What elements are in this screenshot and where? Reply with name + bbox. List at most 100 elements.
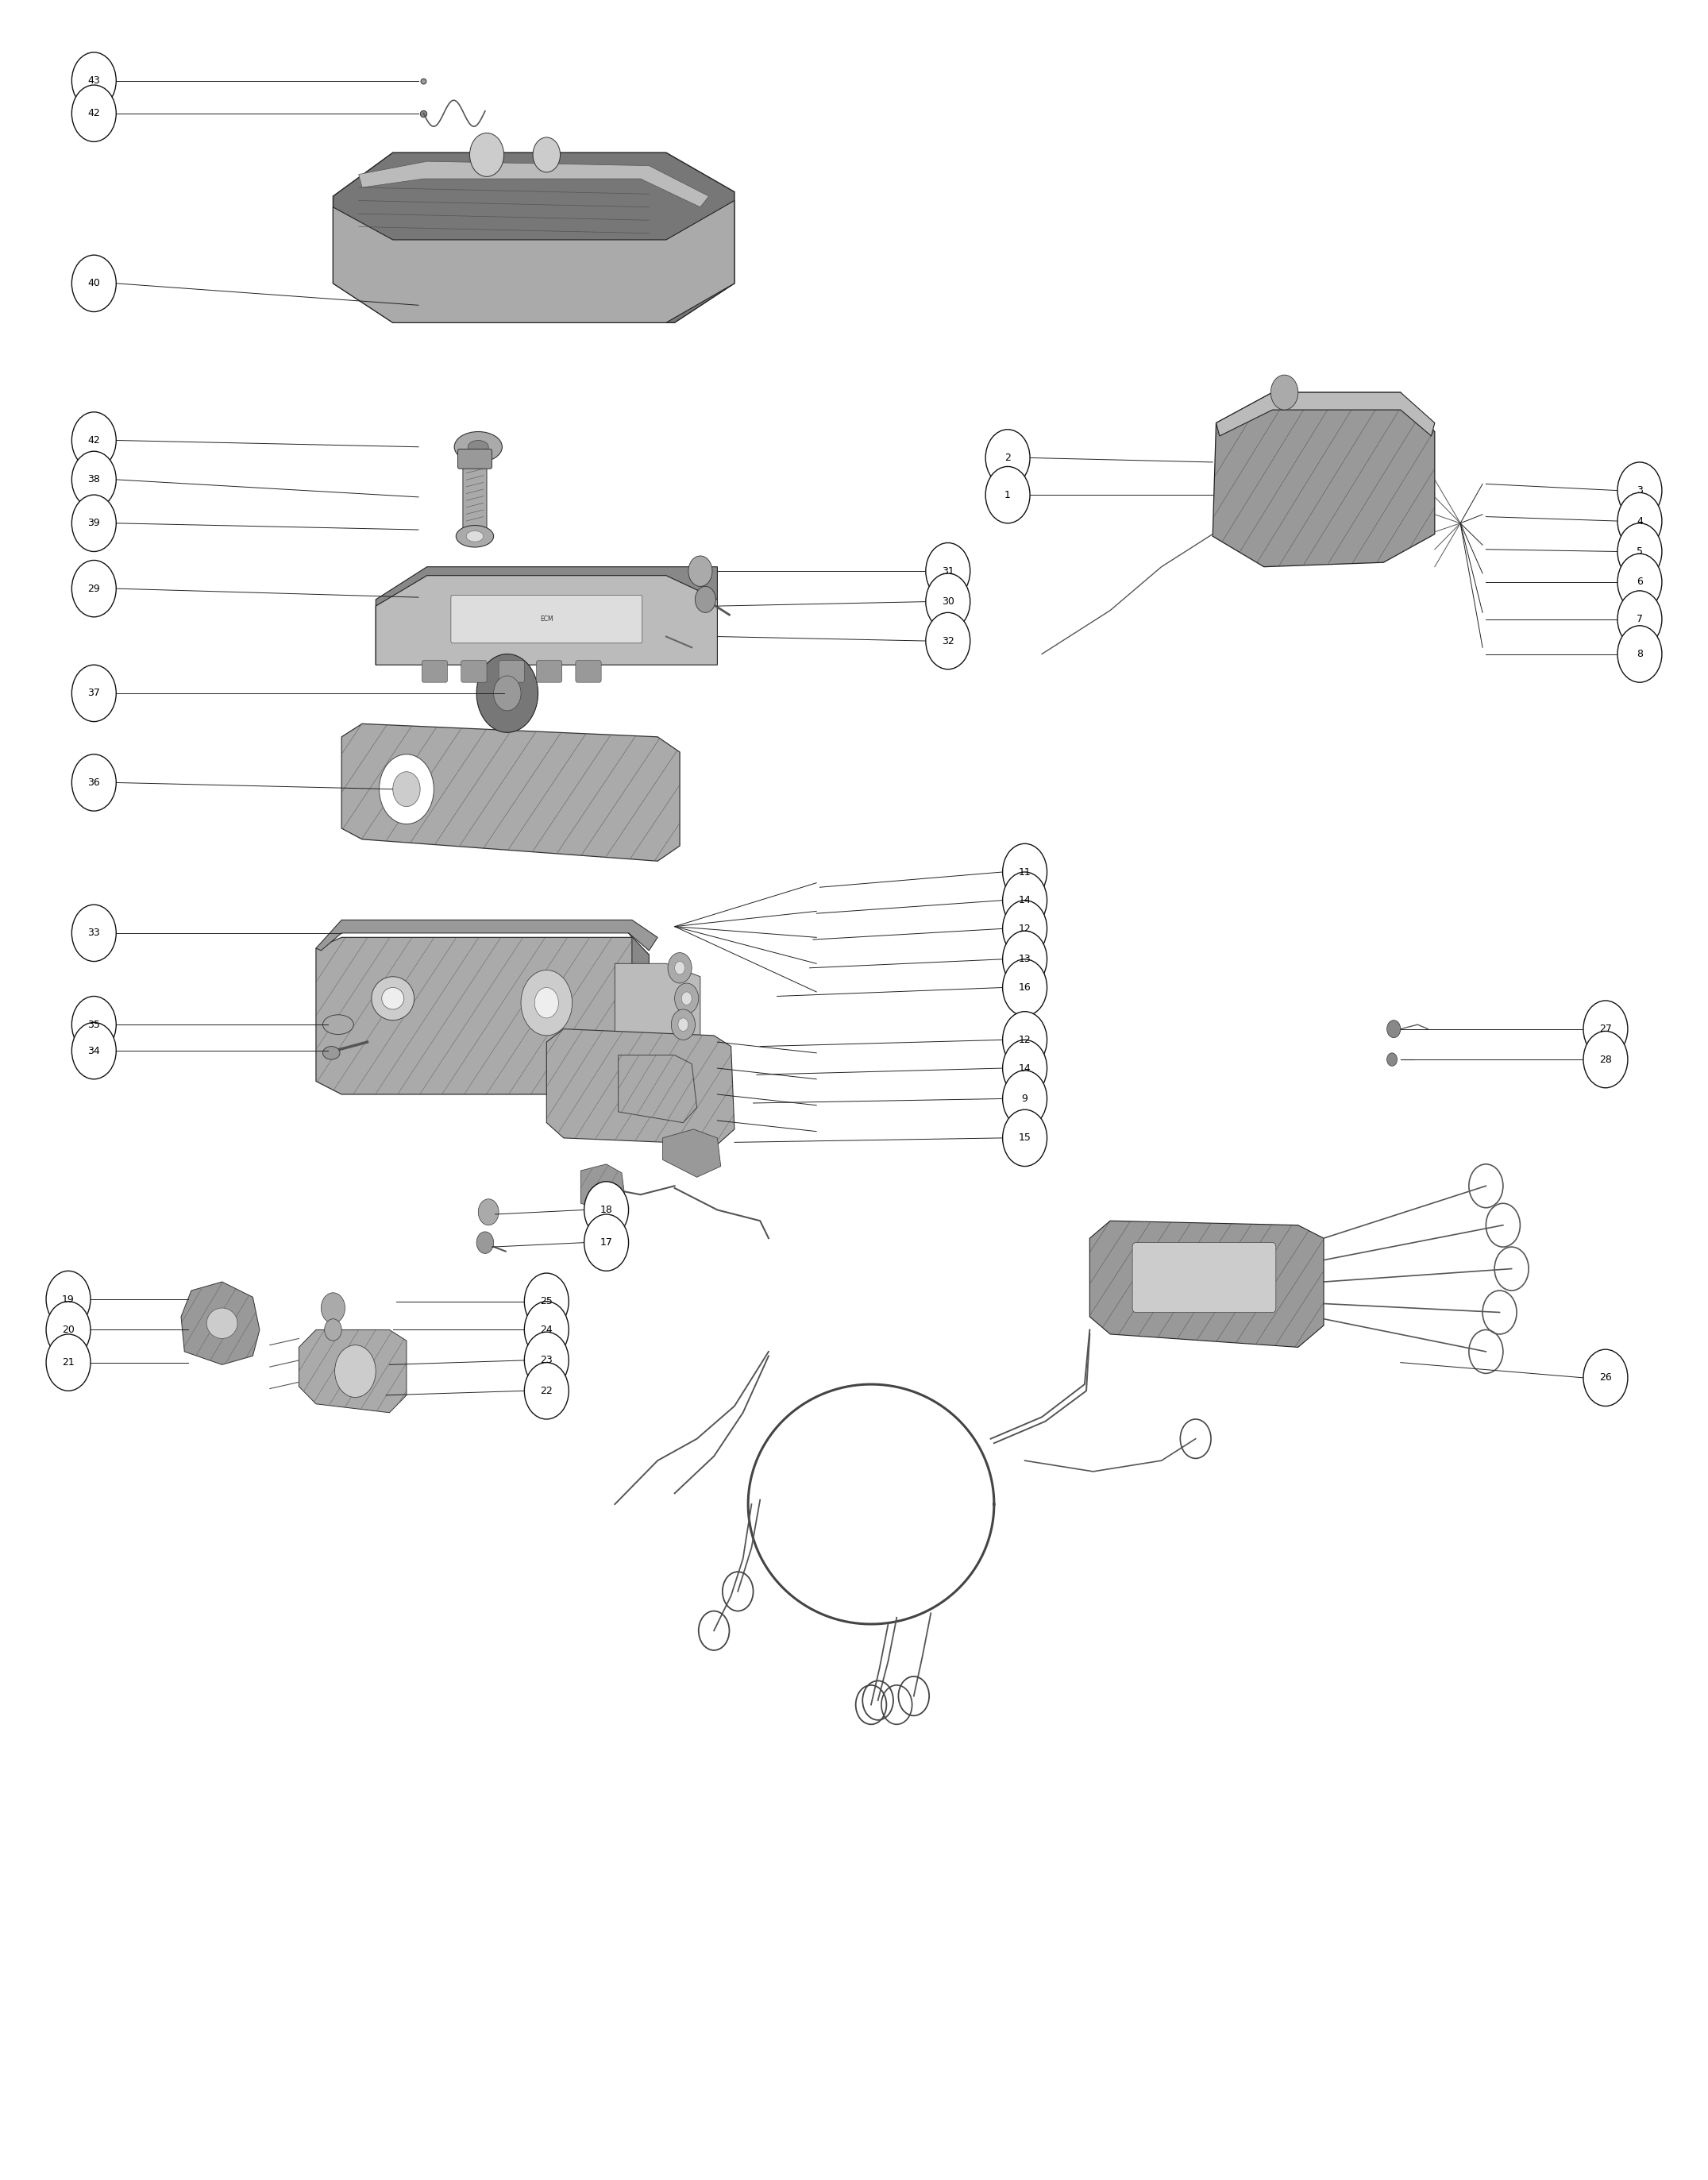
- Circle shape: [521, 970, 572, 1036]
- Text: 29: 29: [87, 584, 101, 593]
- Ellipse shape: [372, 977, 415, 1020]
- Circle shape: [72, 754, 116, 811]
- Circle shape: [72, 412, 116, 469]
- Polygon shape: [376, 576, 717, 665]
- Circle shape: [477, 1232, 494, 1254]
- Text: 14: 14: [1018, 896, 1032, 905]
- Circle shape: [524, 1332, 569, 1389]
- Text: 30: 30: [941, 597, 955, 606]
- Circle shape: [1003, 844, 1047, 900]
- Text: 1: 1: [1004, 490, 1011, 499]
- Circle shape: [926, 573, 970, 630]
- Polygon shape: [342, 724, 680, 861]
- FancyBboxPatch shape: [461, 661, 487, 682]
- Circle shape: [535, 988, 559, 1018]
- Circle shape: [668, 953, 692, 983]
- Circle shape: [1003, 1070, 1047, 1127]
- Circle shape: [72, 85, 116, 142]
- Polygon shape: [316, 920, 658, 950]
- Polygon shape: [181, 1282, 260, 1365]
- Text: 31: 31: [941, 567, 955, 576]
- Text: 25: 25: [540, 1297, 553, 1306]
- Ellipse shape: [383, 988, 403, 1009]
- Circle shape: [1583, 1001, 1628, 1057]
- Circle shape: [1003, 872, 1047, 929]
- Circle shape: [675, 983, 699, 1014]
- Circle shape: [335, 1345, 376, 1397]
- Text: 19: 19: [61, 1295, 75, 1304]
- Circle shape: [72, 560, 116, 617]
- Circle shape: [46, 1271, 91, 1328]
- Text: 20: 20: [61, 1325, 75, 1334]
- FancyBboxPatch shape: [463, 464, 487, 530]
- Circle shape: [379, 754, 434, 824]
- Circle shape: [477, 654, 538, 732]
- Text: 27: 27: [1599, 1025, 1612, 1033]
- Text: 8: 8: [1636, 650, 1643, 658]
- Circle shape: [72, 665, 116, 722]
- Circle shape: [1003, 1110, 1047, 1166]
- Circle shape: [72, 255, 116, 312]
- Text: 26: 26: [1599, 1373, 1612, 1382]
- Circle shape: [524, 1273, 569, 1330]
- FancyBboxPatch shape: [1132, 1243, 1276, 1312]
- Polygon shape: [1090, 1221, 1324, 1347]
- Polygon shape: [376, 567, 717, 665]
- Ellipse shape: [207, 1308, 237, 1339]
- Text: 13: 13: [1018, 955, 1032, 964]
- FancyBboxPatch shape: [576, 661, 601, 682]
- Text: 32: 32: [941, 637, 955, 645]
- Circle shape: [72, 451, 116, 508]
- Polygon shape: [1213, 392, 1435, 567]
- Text: 23: 23: [540, 1356, 553, 1365]
- Ellipse shape: [456, 525, 494, 547]
- Text: 7: 7: [1636, 615, 1643, 623]
- Polygon shape: [333, 201, 734, 323]
- Circle shape: [72, 52, 116, 109]
- Circle shape: [1617, 462, 1662, 519]
- Circle shape: [1387, 1053, 1397, 1066]
- Text: 18: 18: [600, 1206, 613, 1214]
- FancyBboxPatch shape: [536, 661, 562, 682]
- Circle shape: [524, 1301, 569, 1358]
- Circle shape: [1617, 554, 1662, 610]
- Circle shape: [584, 1182, 629, 1238]
- Text: 43: 43: [87, 76, 101, 85]
- Polygon shape: [618, 1055, 697, 1123]
- Circle shape: [46, 1301, 91, 1358]
- Ellipse shape: [468, 440, 488, 453]
- Circle shape: [1003, 1040, 1047, 1097]
- Circle shape: [695, 586, 716, 613]
- Text: 33: 33: [87, 929, 101, 937]
- Text: 9: 9: [1021, 1094, 1028, 1103]
- Circle shape: [524, 1362, 569, 1419]
- Ellipse shape: [323, 1014, 354, 1033]
- Circle shape: [72, 495, 116, 552]
- Ellipse shape: [323, 1046, 340, 1059]
- Text: 5: 5: [1636, 547, 1643, 556]
- Text: 4: 4: [1636, 517, 1643, 525]
- Circle shape: [72, 1022, 116, 1079]
- Text: 2: 2: [1004, 453, 1011, 462]
- Circle shape: [1003, 900, 1047, 957]
- Polygon shape: [333, 153, 734, 323]
- FancyBboxPatch shape: [451, 595, 642, 643]
- Circle shape: [688, 556, 712, 586]
- Circle shape: [584, 1214, 629, 1271]
- Text: 28: 28: [1599, 1055, 1612, 1064]
- Circle shape: [986, 429, 1030, 486]
- Circle shape: [671, 1009, 695, 1040]
- Circle shape: [1617, 591, 1662, 647]
- Circle shape: [675, 961, 685, 974]
- Text: 11: 11: [1018, 868, 1032, 876]
- Circle shape: [46, 1334, 91, 1391]
- Text: 17: 17: [600, 1238, 613, 1247]
- Text: 22: 22: [540, 1386, 553, 1395]
- Circle shape: [470, 133, 504, 177]
- FancyBboxPatch shape: [458, 449, 492, 469]
- Text: 15: 15: [1018, 1134, 1032, 1142]
- Circle shape: [1387, 1020, 1401, 1038]
- Circle shape: [1271, 375, 1298, 410]
- FancyBboxPatch shape: [422, 661, 447, 682]
- Circle shape: [321, 1293, 345, 1323]
